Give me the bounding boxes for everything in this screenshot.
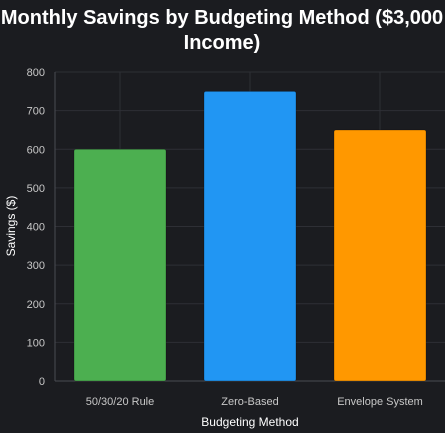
chart-title-line-1: Monthly Savings by Budgeting Method ($3,… [1, 7, 443, 29]
y-tick-label: 200 [27, 299, 45, 311]
y-tick-label: 600 [27, 144, 45, 156]
x-tick-label: Envelope System [337, 396, 423, 408]
bar [73, 148, 167, 382]
x-tick-labels: 50/30/20 Rule Zero-Based Envelope System [86, 396, 423, 408]
bar [203, 90, 297, 382]
x-tick-label: 50/30/20 Rule [86, 396, 155, 408]
y-tick-labels: 0 100 200 300 400 500 600 700 800 [27, 67, 45, 388]
bars [73, 90, 427, 382]
title-group: Monthly Savings by Budgeting Method ($3,… [1, 7, 443, 54]
y-tick-label: 800 [27, 67, 45, 79]
y-tick-label: 500 [27, 183, 45, 195]
y-tick-label: 0 [39, 376, 45, 388]
y-tick-label: 300 [27, 260, 45, 272]
y-axis-label: Savings ($) [4, 196, 18, 257]
y-tick-label: 100 [27, 337, 45, 349]
x-axis-label: Budgeting Method [201, 415, 298, 429]
x-tick-label: Zero-Based [221, 396, 278, 408]
y-tick-label: 400 [27, 222, 45, 234]
y-tick-label: 700 [27, 106, 45, 118]
bar [333, 129, 427, 382]
chart-title-line-2: Income) [184, 32, 261, 54]
